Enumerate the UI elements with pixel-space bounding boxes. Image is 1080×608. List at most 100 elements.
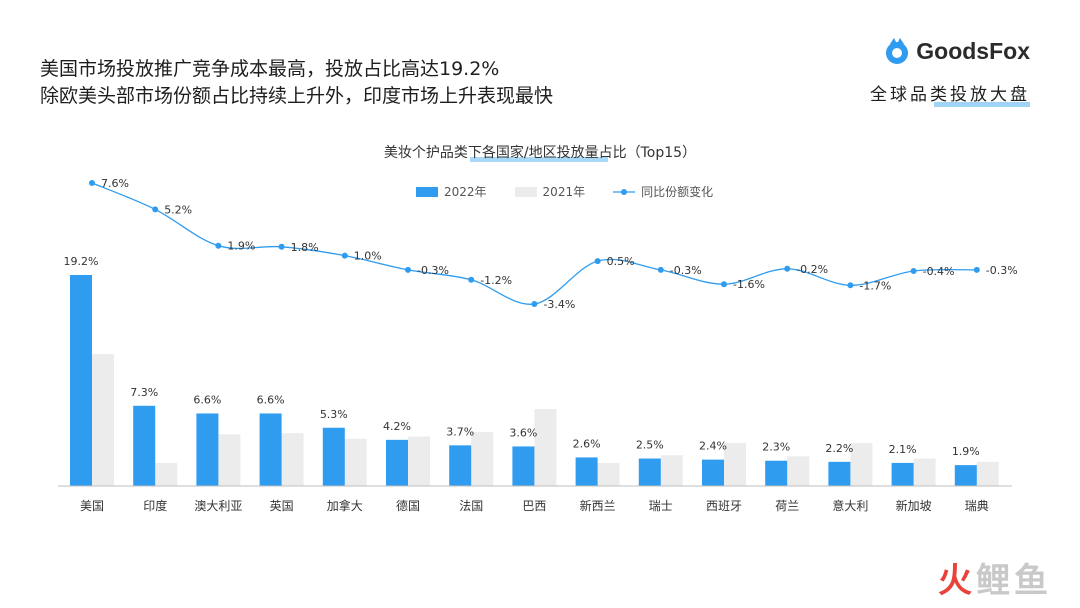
change-label-9: -0.3%	[670, 264, 702, 277]
change-point-4	[341, 252, 348, 259]
change-point-5	[405, 266, 411, 273]
x-tick-label-7: 巴西	[522, 499, 546, 513]
bar-2022-4	[322, 427, 345, 486]
bar-2022-6	[449, 445, 472, 486]
chart-title-wrap: 美妆个护品类下各国家/地区投放量占比（Top15）	[0, 142, 1080, 162]
bar-2021-12	[850, 443, 873, 486]
change-series-line	[91, 182, 977, 305]
bar-2021-14	[976, 461, 999, 486]
x-tick-label-9: 瑞士	[649, 499, 673, 513]
change-point-11	[784, 265, 791, 272]
change-label-5: -0.3%	[417, 264, 449, 277]
x-tick-label-14: 瑞典	[965, 499, 989, 513]
change-label-11: -0.2%	[796, 263, 828, 276]
x-tick-label-12: 意大利	[832, 498, 868, 513]
x-tick-label-5: 德国	[396, 498, 420, 513]
bar-label-2022-8: 2.6%	[573, 437, 601, 450]
legend-item-change[interactable]: 同比份额变化	[613, 183, 713, 200]
change-point-13	[910, 268, 917, 274]
chart-legend: 2022年 2021年 同比份额变化	[416, 183, 741, 200]
change-label-1: 5.2%	[164, 203, 192, 216]
x-tick-label-6: 法国	[459, 499, 483, 513]
headline-line-2: 除欧美头部市场份额占比持续上升外，印度市场上升表现最快	[40, 85, 554, 107]
brand-subtitle: 全球品类投放大盘	[870, 85, 1030, 105]
change-point-3	[278, 243, 285, 250]
bar-2021-2	[218, 434, 241, 486]
bar-label-2022-5: 4.2%	[383, 420, 411, 433]
bar-2022-10	[702, 459, 724, 486]
bar-2021-11	[787, 456, 810, 486]
change-point-8	[594, 258, 601, 265]
change-label-8: 0.5%	[607, 255, 635, 268]
bar-2022-11	[765, 460, 788, 486]
legend-item-2022[interactable]: 2022年	[416, 183, 487, 200]
x-tick-label-10: 西班牙	[706, 499, 742, 513]
x-tick-label-2: 澳大利亚	[194, 499, 242, 513]
bar-2021-6	[471, 432, 494, 486]
bar-2021-10	[724, 443, 746, 486]
brand-name: GoodsFox	[916, 37, 1030, 64]
x-tick-label-0: 美国	[80, 499, 104, 513]
brand-logo: GoodsFox	[882, 36, 1030, 66]
change-point-6	[468, 276, 475, 283]
bar-2021-3	[281, 433, 304, 486]
brand-block: GoodsFox 全球品类投放大盘	[850, 36, 1030, 107]
change-point-14	[973, 266, 980, 273]
bar-2022-5	[386, 439, 408, 486]
bar-2021-9	[660, 455, 683, 486]
bar-label-2022-14: 1.9%	[952, 445, 980, 458]
bar-2021-7	[534, 409, 557, 486]
legend-label-2022: 2022年	[444, 185, 487, 199]
bar-2022-3	[259, 413, 282, 486]
bar-label-2022-13: 2.1%	[889, 443, 917, 456]
bar-2022-14	[954, 465, 977, 486]
legend-swatch-2021	[514, 186, 537, 197]
change-label-4: 1.0%	[354, 250, 382, 263]
bar-2022-13	[891, 462, 914, 486]
change-point-12	[847, 282, 854, 289]
change-point-1	[152, 206, 159, 213]
legend-line-marker-icon	[613, 188, 636, 195]
x-tick-label-4: 加拿大	[327, 498, 363, 513]
bar-label-2022-9: 2.5%	[636, 439, 664, 452]
bar-label-2022-11: 2.3%	[762, 441, 790, 454]
change-point-2	[215, 242, 222, 249]
bar-2021-0	[92, 354, 114, 486]
legend-label-2021: 2021年	[542, 185, 586, 199]
change-point-0	[89, 180, 95, 186]
change-point-10	[721, 281, 727, 288]
change-label-14: -0.3%	[986, 264, 1018, 277]
watermark-part-2: 鲤鱼	[976, 561, 1052, 601]
x-tick-label-11: 荷兰	[775, 499, 799, 513]
bar-label-2022-6: 3.7%	[446, 425, 474, 438]
bar-2021-5	[408, 436, 430, 486]
goodsfox-logo-icon	[886, 38, 909, 64]
legend-item-2021[interactable]: 2021年	[514, 183, 586, 200]
change-label-6: -1.2%	[480, 274, 512, 287]
change-label-3: 1.8%	[291, 241, 319, 254]
bar-label-2022-1: 7.3%	[130, 386, 158, 399]
change-label-0: 7.6%	[101, 177, 129, 190]
bar-label-2022-7: 3.6%	[509, 426, 537, 439]
change-point-9	[657, 266, 664, 273]
bar-2022-9	[638, 458, 661, 486]
x-tick-label-3: 英国	[270, 499, 294, 513]
bar-2021-8	[597, 462, 620, 486]
legend-label-change: 同比份额变化	[641, 185, 714, 199]
bar-label-2022-3: 6.6%	[257, 393, 285, 406]
change-label-2: 1.9%	[227, 240, 255, 253]
change-point-7	[531, 301, 538, 307]
bar-label-2022-2: 6.6%	[193, 393, 221, 406]
change-label-7: -3.4%	[543, 298, 575, 311]
bar-2022-0	[70, 275, 92, 486]
change-label-10: -1.6%	[733, 278, 765, 291]
headline: 美国市场投放推广竞争成本最高，投放占比高达19.2% 除欧美头部市场份额占比持续…	[40, 56, 553, 110]
x-tick-label-8: 新西兰	[580, 498, 616, 513]
bar-2022-12	[828, 461, 851, 486]
headline-line-1: 美国市场投放推广竞争成本最高，投放占比高达19.2%	[40, 58, 500, 80]
change-label-12: -1.7%	[859, 279, 891, 292]
watermark-part-1: 火	[938, 561, 976, 601]
chart-title: 美妆个护品类下各国家/地区投放量占比（Top15）	[383, 145, 697, 161]
watermark-logo: 火鲤鱼	[938, 553, 1052, 602]
